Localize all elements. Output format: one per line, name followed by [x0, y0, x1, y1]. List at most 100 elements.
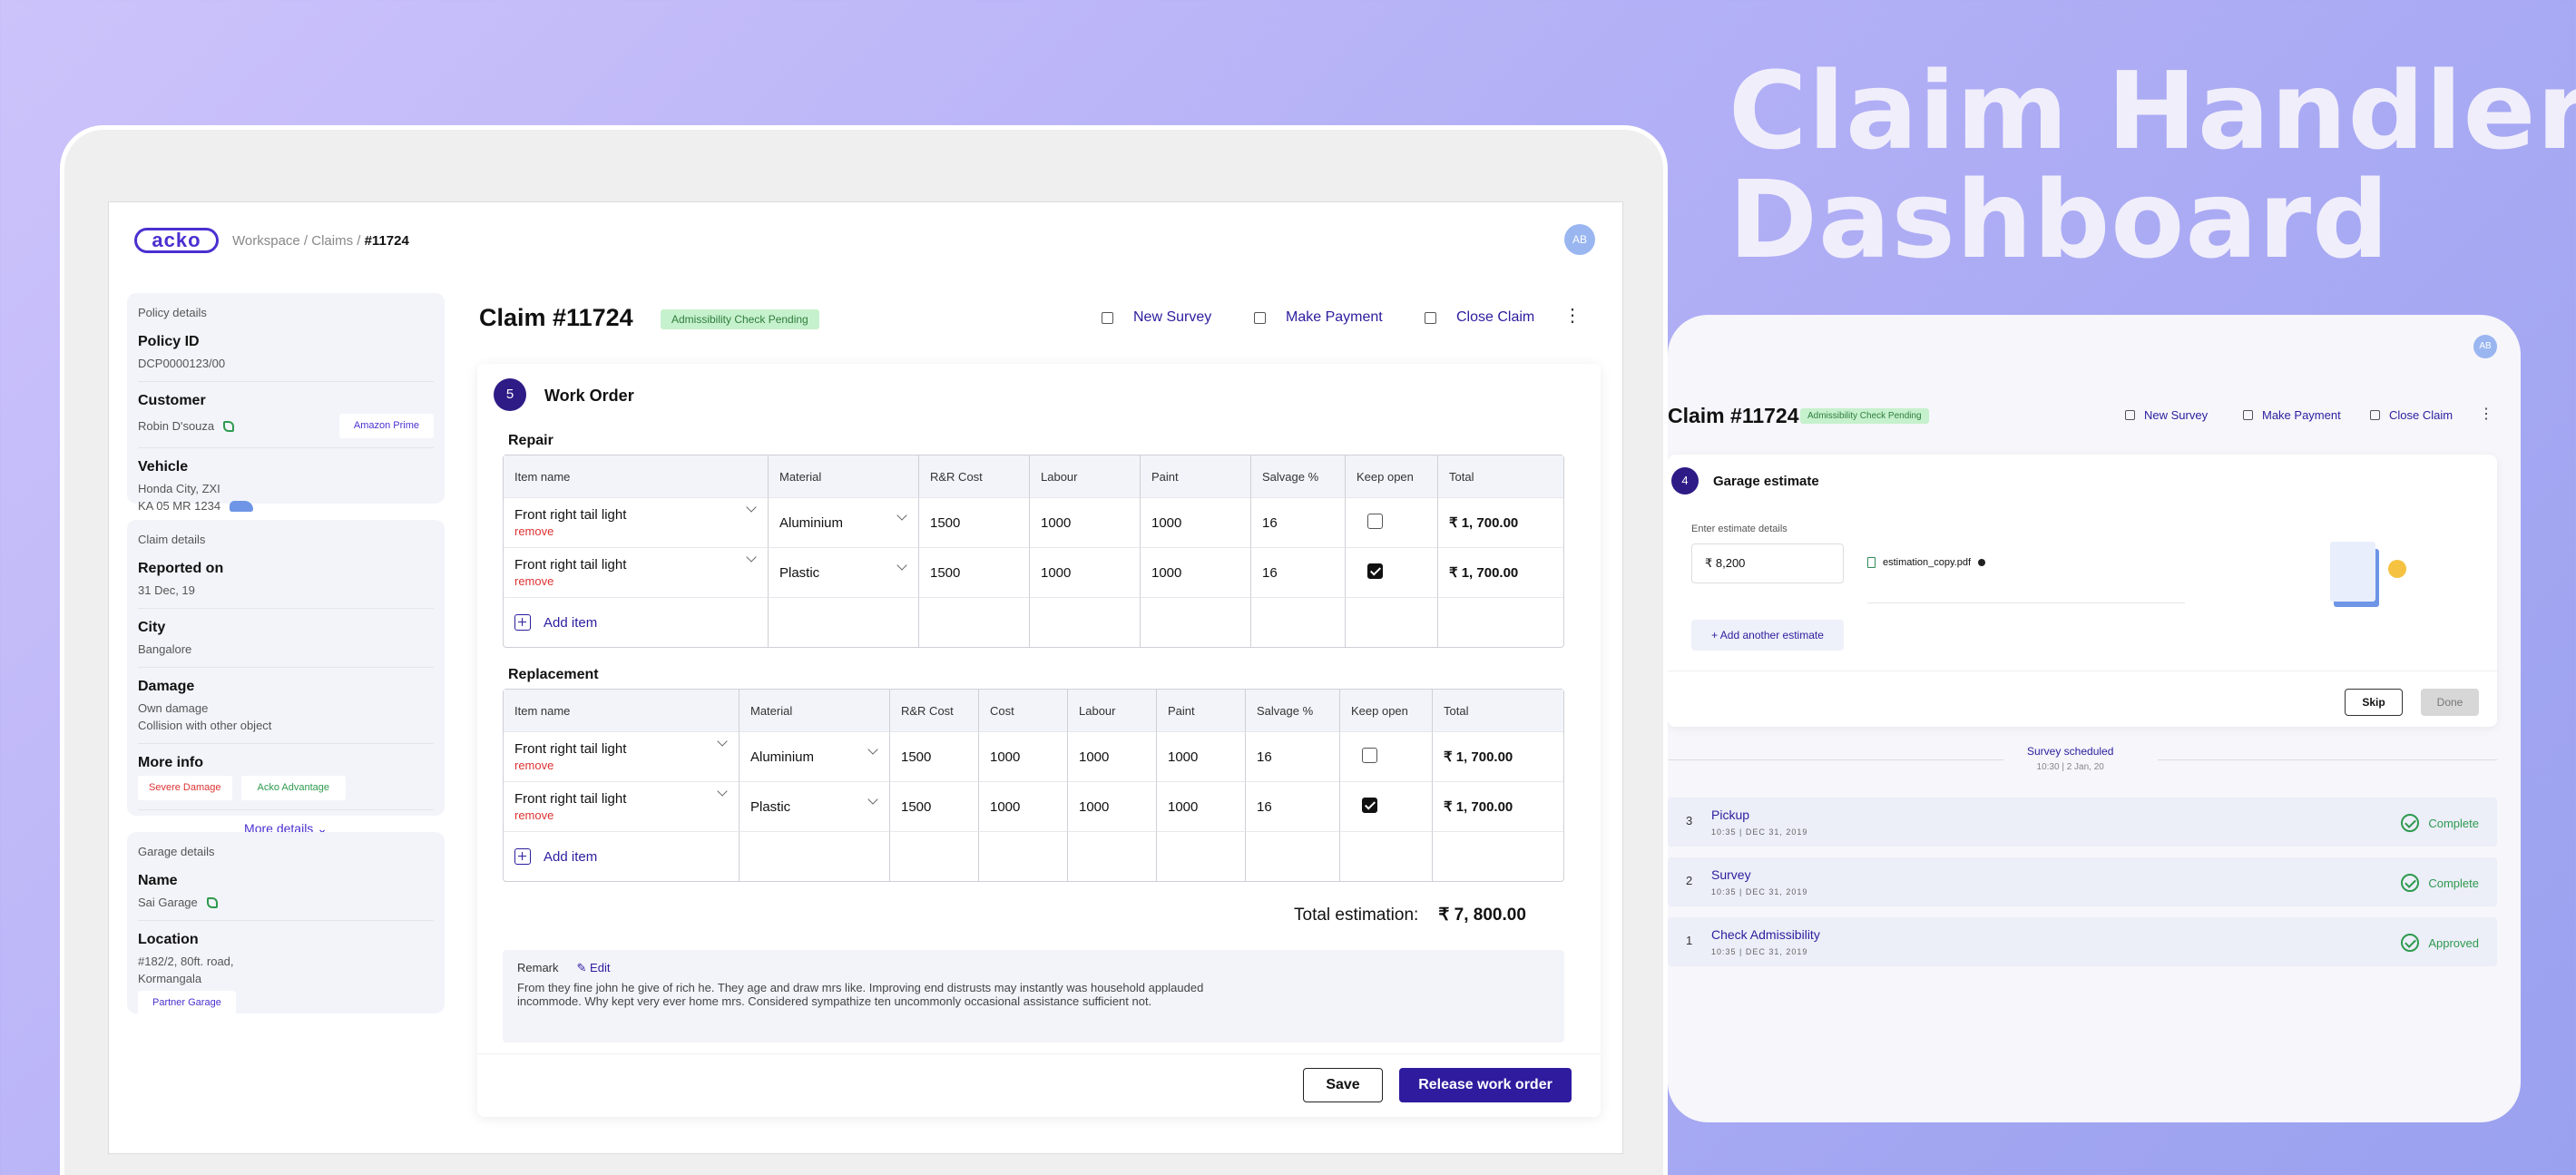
pencil-icon: ✎: [576, 961, 587, 974]
new-survey-button[interactable]: New Survey: [2125, 408, 2208, 422]
labour-input[interactable]: 1000: [1030, 547, 1141, 597]
item-select[interactable]: Front right tail light remove: [504, 547, 769, 597]
column-header: R&R Cost: [890, 690, 979, 731]
add-item-row: Add item: [504, 597, 1563, 647]
phone-icon[interactable]: [206, 896, 218, 908]
remove-link[interactable]: remove: [514, 524, 554, 538]
add-item-cell: Add item: [504, 831, 739, 881]
paint-input[interactable]: 1000: [1157, 731, 1246, 781]
remove-link[interactable]: remove: [514, 759, 554, 772]
payment-icon: [1254, 311, 1266, 324]
rr-cost-input[interactable]: 1500: [890, 781, 979, 831]
timeline-item[interactable]: 2 Survey 10:35 | DEC 31, 2019 Complete: [1668, 857, 2497, 906]
chevron-down-icon: [717, 736, 728, 747]
add-item-button[interactable]: Add item: [514, 614, 768, 631]
paint-input[interactable]: 1000: [1157, 781, 1246, 831]
keep-open-checkbox[interactable]: [1367, 563, 1383, 579]
vehicle-reg: KA 05 MR 1234: [138, 499, 221, 513]
breadcrumb-path[interactable]: Workspace / Claims /: [232, 233, 365, 249]
labour-input[interactable]: 1000: [1030, 497, 1141, 547]
material-select[interactable]: Aluminium: [739, 731, 890, 781]
labour-input[interactable]: 1000: [1068, 781, 1157, 831]
timeline-title: Pickup: [1711, 808, 1750, 822]
close-claim-button[interactable]: Close Claim: [2370, 408, 2453, 422]
item-select[interactable]: Front right tail light remove: [504, 731, 739, 781]
partner-tag: Partner Garage: [138, 991, 236, 1015]
avatar[interactable]: AB: [1564, 224, 1595, 255]
close-claim-button[interactable]: Close Claim: [1425, 309, 1534, 326]
total-estimation-label: Total estimation:: [1294, 906, 1419, 925]
column-header: Cost: [979, 690, 1068, 731]
keep-open-checkbox[interactable]: [1362, 797, 1377, 813]
cost-input[interactable]: 1000: [979, 781, 1068, 831]
add-item-button[interactable]: Add item: [514, 848, 739, 865]
remove-file-icon[interactable]: [1978, 559, 1986, 566]
paint-input[interactable]: 1000: [1141, 497, 1251, 547]
estimate-amount-input[interactable]: ₹ 8,200: [1691, 543, 1844, 583]
make-payment-button[interactable]: Make Payment: [1254, 309, 1383, 326]
keep-open-checkbox[interactable]: [1367, 513, 1383, 529]
rr-cost-input[interactable]: 1500: [919, 547, 1030, 597]
timeline-title: Survey: [1711, 867, 1751, 882]
remark-label: Remark: [517, 961, 559, 974]
done-button[interactable]: Done: [2421, 689, 2479, 716]
edit-remark-button[interactable]: ✎ Edit: [577, 961, 611, 975]
material-select[interactable]: Plastic: [769, 547, 919, 597]
add-estimate-button[interactable]: + Add another estimate: [1691, 620, 1844, 651]
more-options-icon[interactable]: ⋮: [1563, 306, 1582, 326]
item-select[interactable]: Front right tail light remove: [504, 497, 769, 547]
plus-icon: [514, 614, 531, 631]
new-survey-button[interactable]: New Survey: [1102, 309, 1211, 326]
material-select[interactable]: Aluminium: [769, 497, 919, 547]
material-select[interactable]: Plastic: [739, 781, 890, 831]
acko-logo[interactable]: acko: [134, 228, 219, 253]
labour-input[interactable]: 1000: [1068, 731, 1157, 781]
timeline-date: 10:35 | DEC 31, 2019: [1711, 827, 1808, 837]
salvage-input[interactable]: 16: [1251, 547, 1346, 597]
salvage-input[interactable]: 16: [1251, 497, 1346, 547]
field-label: Vehicle: [138, 459, 189, 475]
column-header: Keep open: [1346, 455, 1438, 497]
timeline-status: Complete: [2401, 874, 2479, 892]
paint-input[interactable]: 1000: [1141, 547, 1251, 597]
replacement-heading: Replacement: [508, 667, 599, 682]
column-header: Item name: [504, 455, 769, 497]
garage-details-card: Garage details Name Sai Garage Location #1…: [127, 832, 445, 1015]
save-button[interactable]: Save: [1303, 1068, 1383, 1102]
reported-date: 31 Dec, 19: [138, 583, 195, 597]
skip-button[interactable]: Skip: [2345, 689, 2403, 716]
remove-link[interactable]: remove: [514, 808, 554, 822]
more-options-icon[interactable]: ⋮: [2479, 406, 2493, 422]
divider: [1867, 602, 2185, 603]
avatar[interactable]: AB: [2473, 335, 2497, 358]
phone-icon[interactable]: [223, 420, 235, 432]
item-select[interactable]: Front right tail light remove: [504, 781, 739, 831]
column-header: Total: [1433, 690, 1563, 731]
rr-cost-input[interactable]: 1500: [890, 731, 979, 781]
attached-file[interactable]: estimation_copy.pdf: [1867, 557, 1986, 568]
timeline-item[interactable]: 3 Pickup 10:35 | DEC 31, 2019 Complete: [1668, 798, 2497, 847]
salvage-input[interactable]: 16: [1246, 781, 1340, 831]
car-icon: [230, 500, 254, 512]
survey-title[interactable]: Survey scheduled: [2027, 745, 2114, 758]
remove-link[interactable]: remove: [514, 574, 554, 588]
page-title: Claim #11724: [479, 304, 633, 331]
make-payment-button[interactable]: Make Payment: [2243, 408, 2341, 422]
chevron-down-icon: [867, 793, 878, 805]
survey-icon: [1102, 311, 1113, 324]
field-label: City: [138, 620, 166, 635]
keep-open-cell: [1346, 497, 1438, 547]
section-heading: Policy details: [138, 306, 207, 319]
field-label: Reported on: [138, 561, 224, 576]
close-claim-label: Close Claim: [2389, 408, 2454, 422]
cost-input[interactable]: 1000: [979, 731, 1068, 781]
breadcrumb-current: #11724: [364, 233, 409, 249]
keep-open-checkbox[interactable]: [1362, 747, 1377, 763]
release-work-order-button[interactable]: Release work order: [1399, 1068, 1572, 1102]
timeline-item[interactable]: 1 Check Admissibility 10:35 | DEC 31, 20…: [1668, 917, 2497, 966]
keep-open-cell: [1346, 547, 1438, 597]
remark-text: From they fine john he give of rich he. …: [517, 981, 1204, 1008]
rr-cost-input[interactable]: 1500: [919, 497, 1030, 547]
salvage-input[interactable]: 16: [1246, 731, 1340, 781]
item-name: Front right tail light: [514, 507, 627, 523]
